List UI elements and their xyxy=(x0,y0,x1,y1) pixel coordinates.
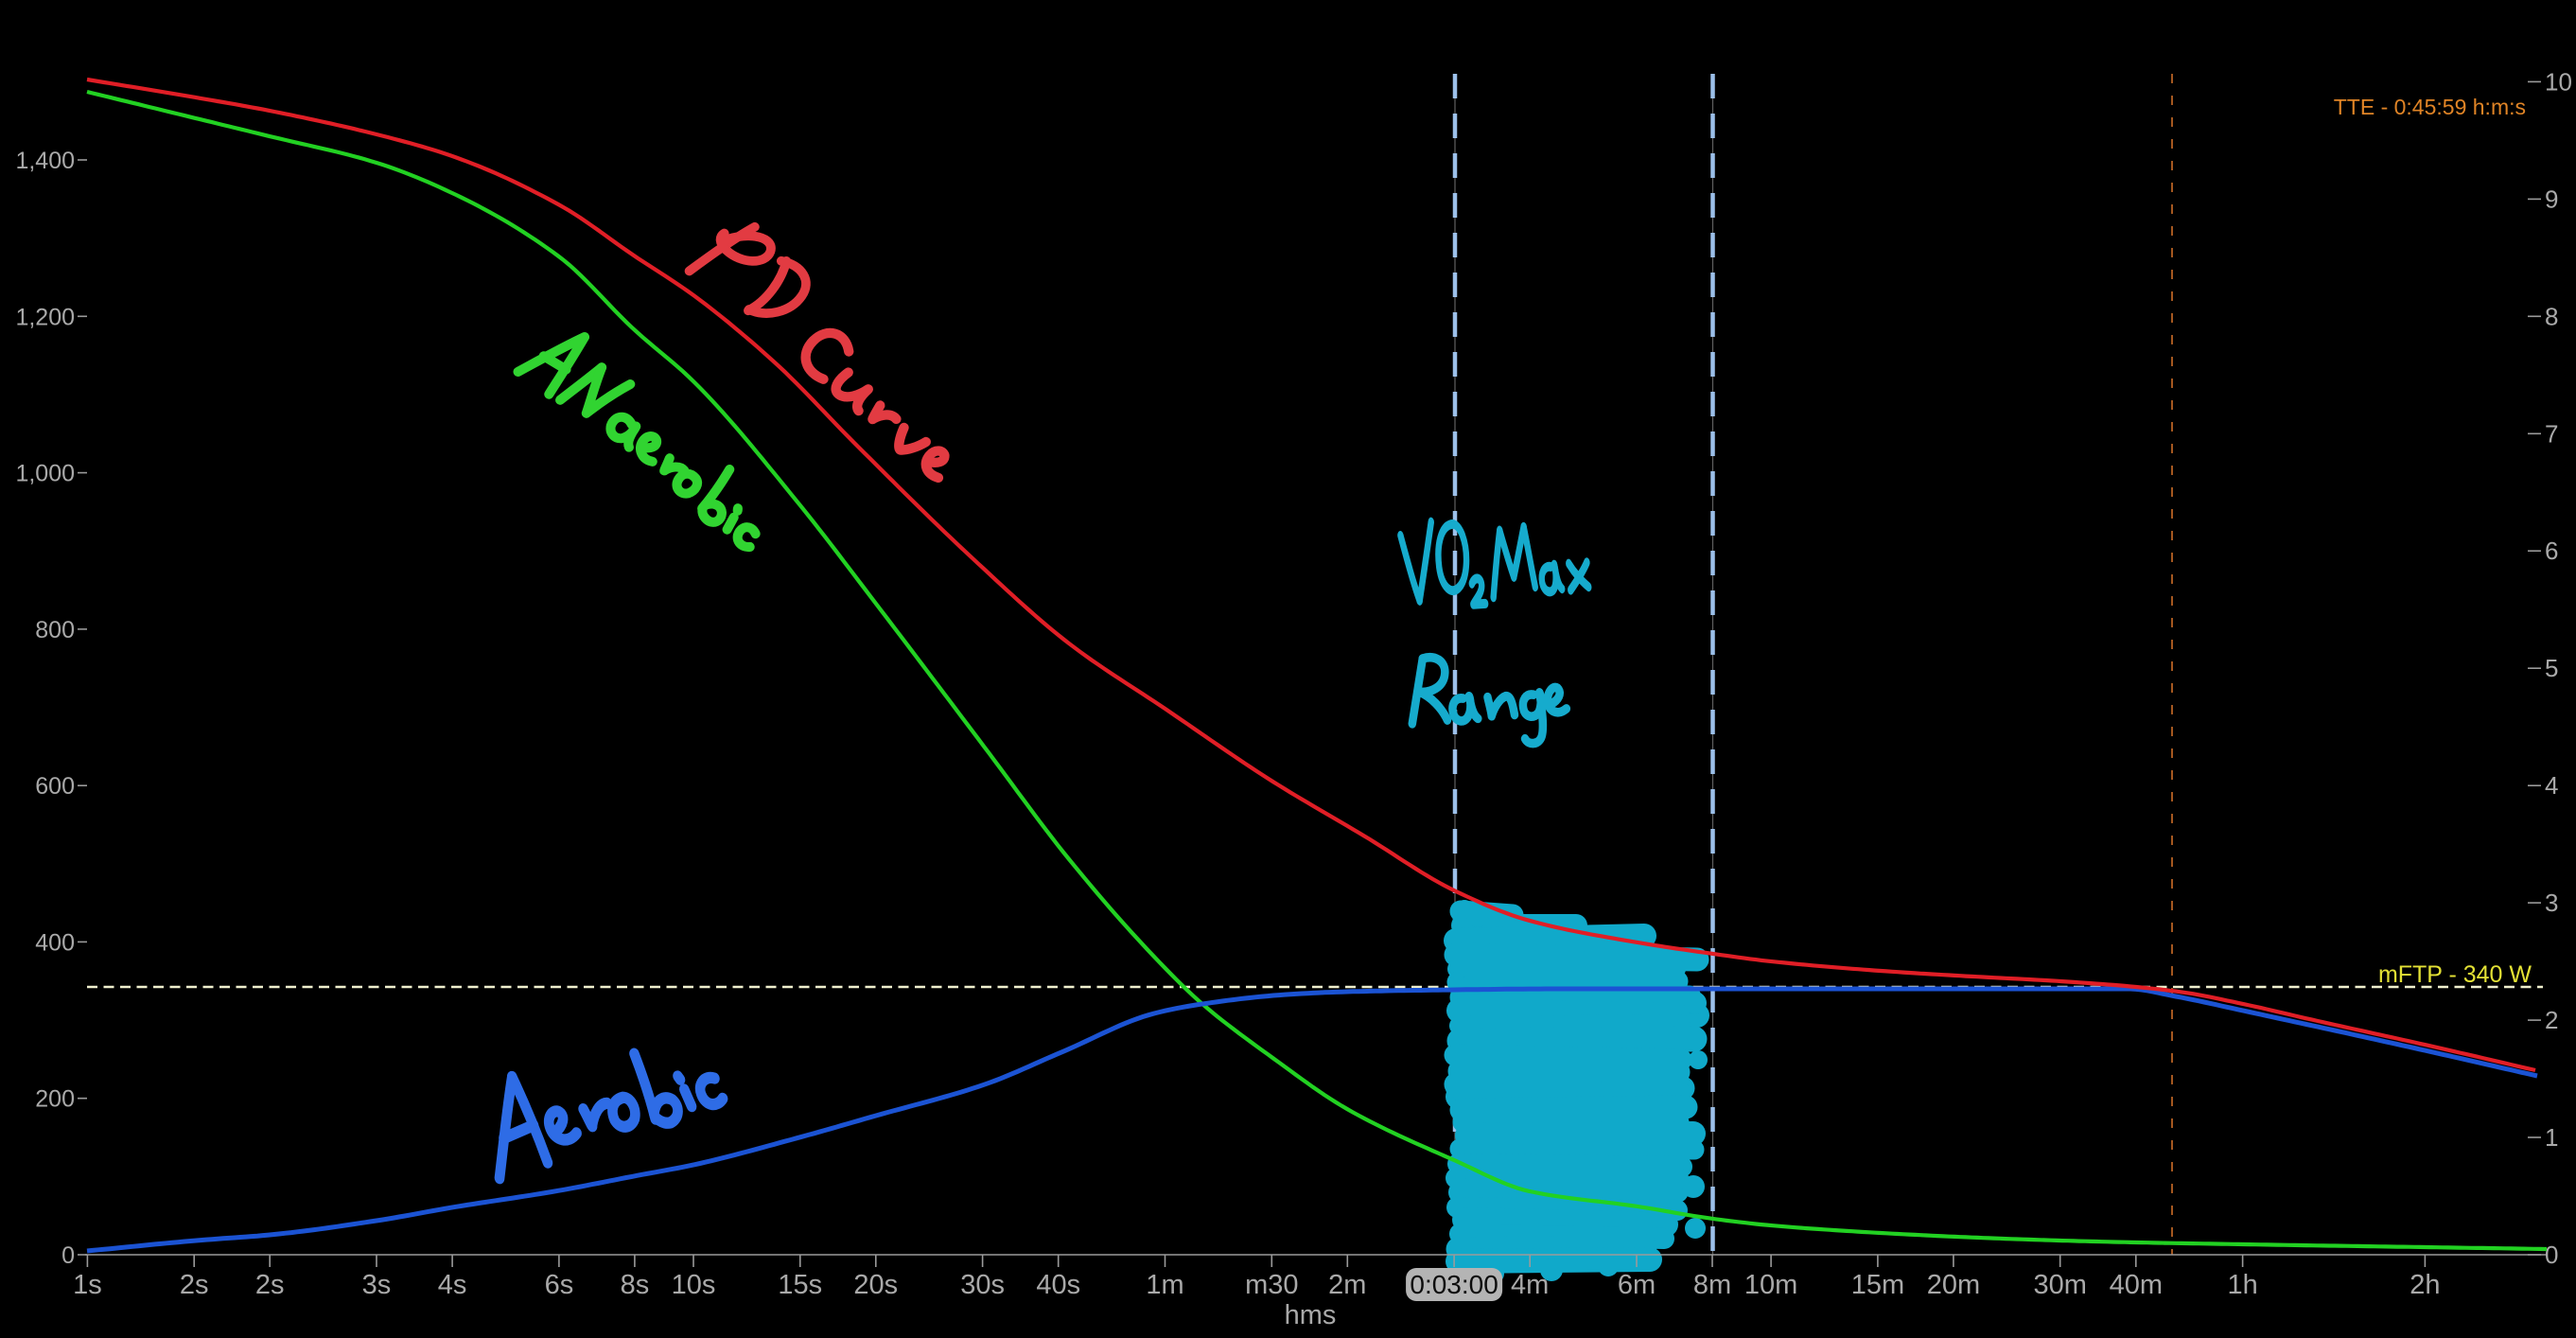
svg-text:40s: 40s xyxy=(1036,1270,1080,1300)
svg-text:3s: 3s xyxy=(362,1270,392,1300)
svg-text:30m: 30m xyxy=(2033,1270,2086,1300)
svg-text:8m: 8m xyxy=(1693,1270,1731,1300)
svg-text:10s: 10s xyxy=(672,1270,716,1300)
svg-text:3: 3 xyxy=(2545,889,2558,917)
svg-text:8: 8 xyxy=(2545,302,2558,330)
svg-text:15m: 15m xyxy=(1851,1270,1904,1300)
svg-text:7: 7 xyxy=(2545,419,2558,448)
svg-text:4s: 4s xyxy=(438,1270,467,1300)
svg-text:2: 2 xyxy=(2545,1006,2558,1034)
svg-text:8s: 8s xyxy=(621,1270,650,1300)
svg-text:1s: 1s xyxy=(73,1270,102,1300)
svg-text:9: 9 xyxy=(2545,185,2558,213)
svg-text:5: 5 xyxy=(2545,654,2558,682)
svg-text:0: 0 xyxy=(61,1242,75,1269)
svg-text:800: 800 xyxy=(35,617,75,643)
svg-text:20m: 20m xyxy=(1927,1270,1980,1300)
svg-text:30s: 30s xyxy=(960,1270,1005,1300)
svg-text:6m: 6m xyxy=(1618,1270,1656,1300)
svg-text:0: 0 xyxy=(2545,1241,2558,1269)
svg-text:4m: 4m xyxy=(1511,1270,1549,1300)
svg-text:0:03:00: 0:03:00 xyxy=(1410,1270,1498,1299)
svg-text:mFTP - 340 W: mFTP - 340 W xyxy=(2378,961,2532,988)
svg-text:10: 10 xyxy=(2545,67,2572,96)
svg-text:4: 4 xyxy=(2545,771,2558,800)
svg-text:10m: 10m xyxy=(1744,1270,1797,1300)
svg-text:1m: 1m xyxy=(1146,1270,1183,1300)
svg-text:6: 6 xyxy=(2545,537,2558,565)
svg-text:1,400: 1,400 xyxy=(15,148,75,174)
svg-text:400: 400 xyxy=(35,929,75,956)
svg-text:200: 200 xyxy=(35,1086,75,1113)
svg-text:6s: 6s xyxy=(545,1270,574,1300)
svg-text:hms: hms xyxy=(1285,1300,1337,1330)
svg-text:40m: 40m xyxy=(2110,1270,2163,1300)
svg-text:TTE - 0:45:59 h:m:s: TTE - 0:45:59 h:m:s xyxy=(2334,95,2526,119)
svg-text:2m: 2m xyxy=(1328,1270,1366,1300)
svg-text:1h: 1h xyxy=(2227,1270,2257,1300)
svg-text:2h: 2h xyxy=(2410,1270,2440,1300)
svg-text:15s: 15s xyxy=(778,1270,822,1300)
svg-text:20s: 20s xyxy=(853,1270,898,1300)
svg-text:m30: m30 xyxy=(1245,1270,1298,1300)
svg-text:2s: 2s xyxy=(180,1270,209,1300)
svg-text:1,000: 1,000 xyxy=(15,461,75,487)
svg-text:600: 600 xyxy=(35,773,75,800)
svg-text:1,200: 1,200 xyxy=(15,304,75,330)
svg-text:2s: 2s xyxy=(255,1270,285,1300)
svg-text:1: 1 xyxy=(2545,1123,2558,1152)
